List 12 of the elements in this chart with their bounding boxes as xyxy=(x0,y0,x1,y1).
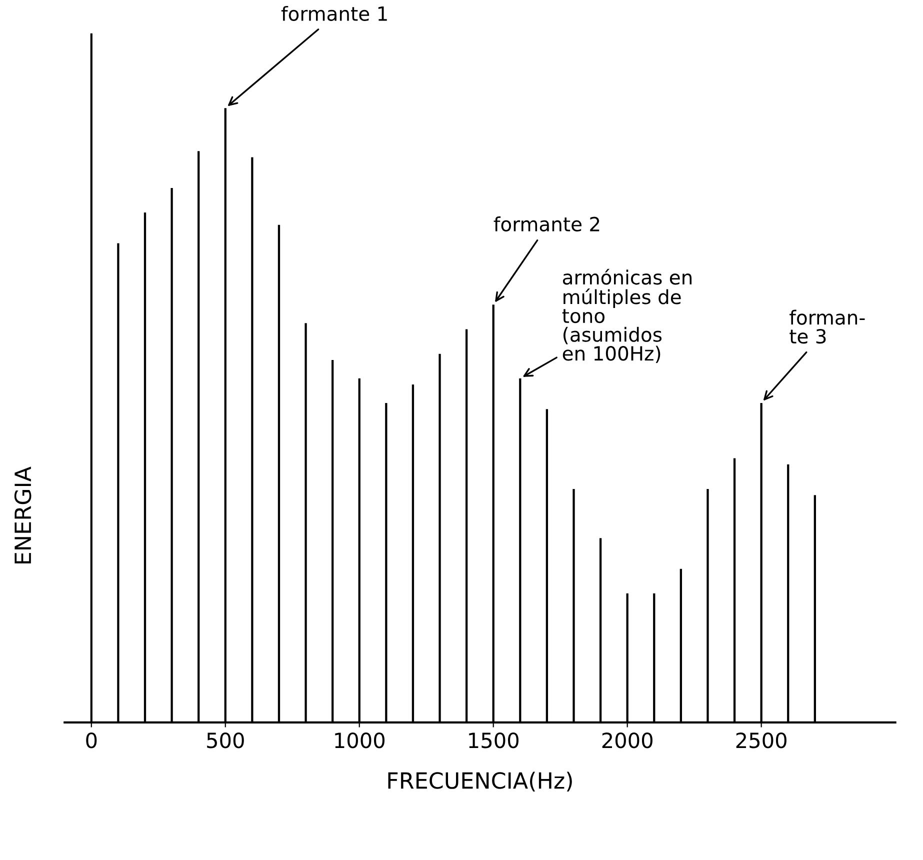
x-tick-label: 2000 xyxy=(602,732,652,748)
x-tick-label: 2500 xyxy=(736,732,786,748)
annotation: formante 2 xyxy=(494,216,600,232)
x-tick-label: 0 xyxy=(86,732,97,748)
x-tick-label: 1500 xyxy=(469,732,518,748)
y-axis-title: ENERGIA xyxy=(14,466,32,564)
annotation: forman- te 3 xyxy=(790,310,865,344)
x-axis-title: FRECUENCIA(Hz) xyxy=(388,772,572,792)
annotation: formante 1 xyxy=(281,6,387,22)
x-tick-label: 1000 xyxy=(335,732,384,748)
annotation: armónicas en múltiples de tono (asumidos en 100Hz) xyxy=(562,268,692,364)
x-tick-label: 500 xyxy=(207,732,244,748)
